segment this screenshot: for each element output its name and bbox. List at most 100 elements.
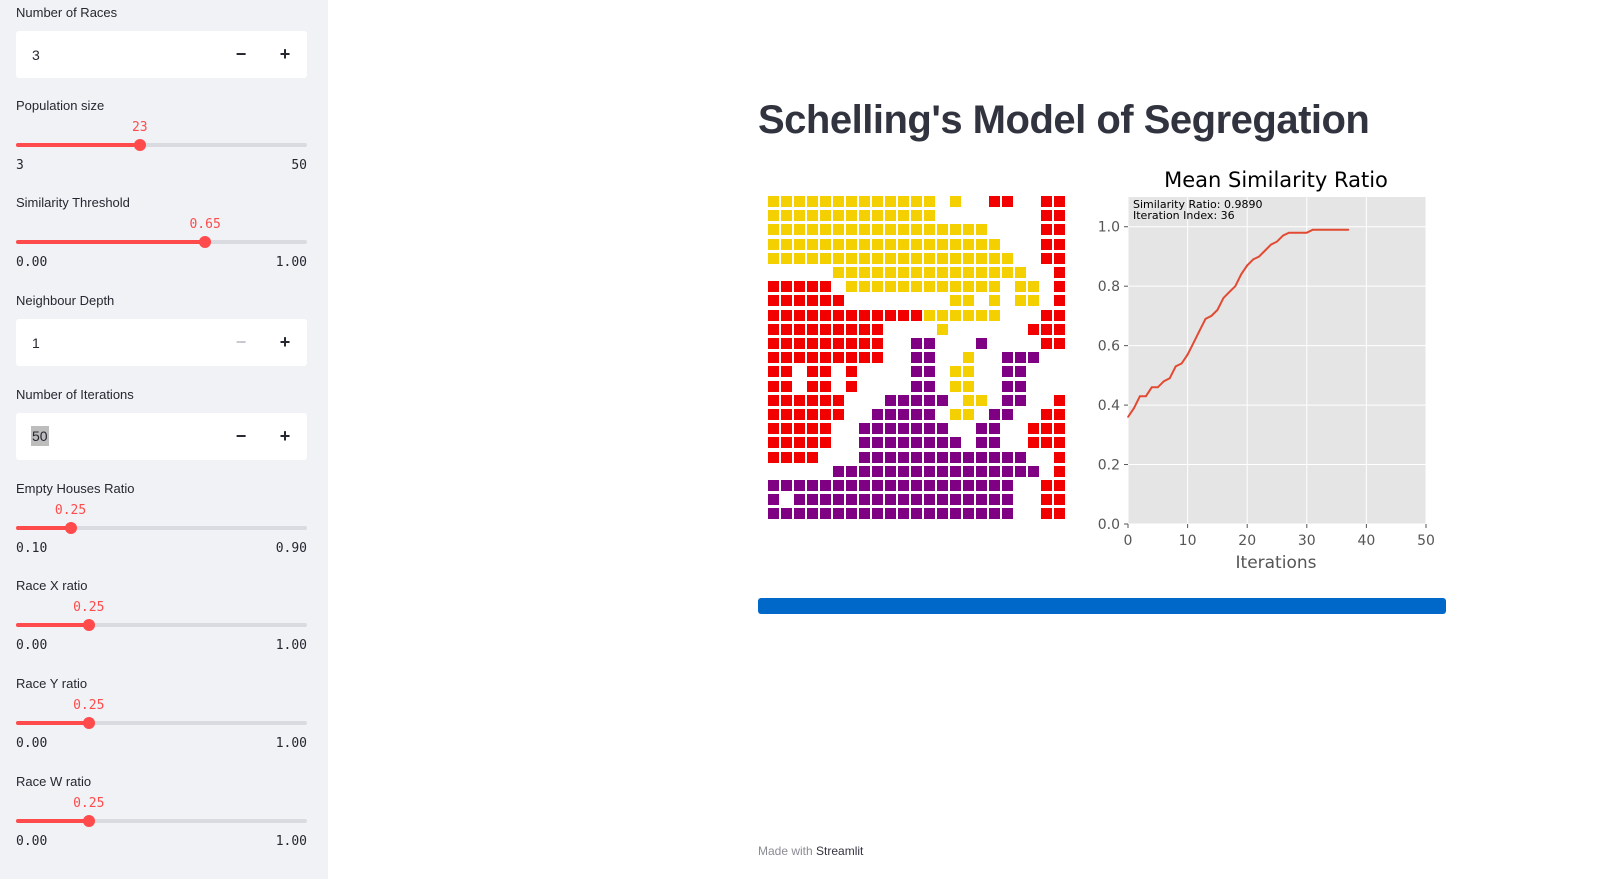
house-race-2: [898, 309, 909, 321]
house-race-3: [924, 380, 935, 392]
house-race-3: [950, 508, 961, 520]
data-point: [1234, 285, 1237, 287]
empty-slider[interactable]: [16, 522, 307, 534]
house-race-2: [1054, 196, 1065, 207]
race-w-slider[interactable]: [16, 815, 307, 827]
race-y-slider[interactable]: [16, 717, 307, 729]
house-race-2: [1002, 196, 1013, 207]
house-race-3: [911, 366, 922, 378]
house-race-3: [781, 480, 792, 491]
x-tick-label: 10: [1179, 533, 1197, 549]
population-slider-min: 3: [16, 158, 24, 173]
house-race-1: [924, 252, 935, 264]
house-race-1: [937, 238, 948, 250]
house-race-2: [807, 380, 818, 392]
house-race-3: [989, 494, 1000, 506]
empty-slider-thumb[interactable]: [64, 522, 77, 534]
race-w-slider-thumb[interactable]: [82, 815, 95, 827]
house-race-3: [1028, 465, 1039, 477]
house-race-2: [794, 338, 805, 349]
threshold-slider-thumb[interactable]: [199, 236, 212, 248]
population-slider-max: 50: [291, 158, 307, 173]
house-race-1: [924, 210, 935, 222]
house-race-1: [937, 323, 948, 335]
house-race-3: [898, 480, 909, 491]
house-race-1: [872, 196, 883, 207]
race-x-slider-thumb[interactable]: [82, 619, 95, 631]
threshold-label: Similarity Threshold: [16, 195, 130, 210]
house-race-1: [807, 196, 818, 207]
house-race-3: [963, 451, 974, 463]
races-decrement-button[interactable]: −: [235, 44, 247, 64]
house-race-3: [859, 437, 870, 449]
house-race-3: [911, 338, 922, 349]
house-race-3: [989, 508, 1000, 520]
house-race-3: [1015, 366, 1026, 378]
house-race-1: [950, 281, 961, 293]
house-race-1: [963, 352, 974, 364]
races-increment-button[interactable]: +: [279, 44, 291, 64]
threshold-slider[interactable]: [16, 236, 307, 248]
house-race-3: [924, 494, 935, 506]
races-value[interactable]: 3: [32, 47, 40, 63]
house-race-1: [924, 196, 935, 207]
population-slider[interactable]: [16, 139, 307, 151]
data-point: [1198, 329, 1201, 332]
house-race-1: [885, 196, 896, 207]
x-tick-label: 0: [1124, 533, 1133, 549]
streamlit-link[interactable]: Streamlit: [816, 844, 864, 858]
house-race-1: [846, 224, 857, 236]
house-race-1: [924, 238, 935, 250]
house-race-2: [794, 423, 805, 435]
house-race-3: [911, 352, 922, 364]
iterations-value[interactable]: 50: [31, 426, 49, 446]
house-race-3: [976, 494, 987, 506]
data-point: [1168, 377, 1171, 380]
house-race-2: [1041, 323, 1052, 335]
house-race-2: [820, 394, 831, 406]
data-point: [1228, 291, 1231, 293]
threshold-slider-min: 0.00: [16, 255, 48, 270]
house-race-2: [820, 352, 831, 364]
house-race-1: [950, 309, 961, 321]
house-race-1: [1028, 295, 1039, 307]
house-race-2: [781, 338, 792, 349]
house-race-1: [820, 252, 831, 264]
depth-decrement-button[interactable]: −: [235, 332, 247, 352]
house-race-1: [1015, 281, 1026, 293]
house-race-2: [768, 281, 779, 293]
races-number-input[interactable]: 3 − +: [16, 31, 307, 78]
race-y-slider-thumb[interactable]: [82, 717, 95, 729]
house-race-1: [911, 224, 922, 236]
depth-increment-button[interactable]: +: [279, 332, 291, 352]
house-race-1: [976, 267, 987, 278]
chart-annotation-iteration: Iteration Index: 36: [1133, 209, 1235, 222]
house-race-1: [872, 210, 883, 222]
house-race-3: [833, 480, 844, 491]
house-race-1: [846, 196, 857, 207]
house-race-1: [1028, 281, 1039, 293]
house-race-1: [1015, 267, 1026, 278]
iterations-increment-button[interactable]: +: [279, 426, 291, 446]
house-race-2: [872, 352, 883, 364]
house-race-2: [859, 352, 870, 364]
house-race-1: [885, 252, 896, 264]
house-race-2: [1041, 338, 1052, 349]
house-race-2: [1041, 480, 1052, 491]
data-point: [1151, 386, 1153, 389]
data-point: [1162, 380, 1165, 383]
race-x-slider[interactable]: [16, 619, 307, 631]
iterations-number-input[interactable]: 50 − +: [16, 413, 307, 460]
iterations-decrement-button[interactable]: −: [235, 426, 247, 446]
house-race-1: [794, 224, 805, 236]
house-race-1: [976, 252, 987, 264]
house-race-1: [833, 267, 844, 278]
depth-value[interactable]: 1: [32, 335, 40, 351]
house-race-1: [885, 210, 896, 222]
house-race-1: [937, 309, 948, 321]
population-widget: Population size 23 3 50: [16, 98, 307, 173]
house-race-1: [898, 196, 909, 207]
population-slider-thumb[interactable]: [133, 139, 146, 151]
depth-number-input[interactable]: 1 − +: [16, 319, 307, 366]
house-race-1: [963, 281, 974, 293]
